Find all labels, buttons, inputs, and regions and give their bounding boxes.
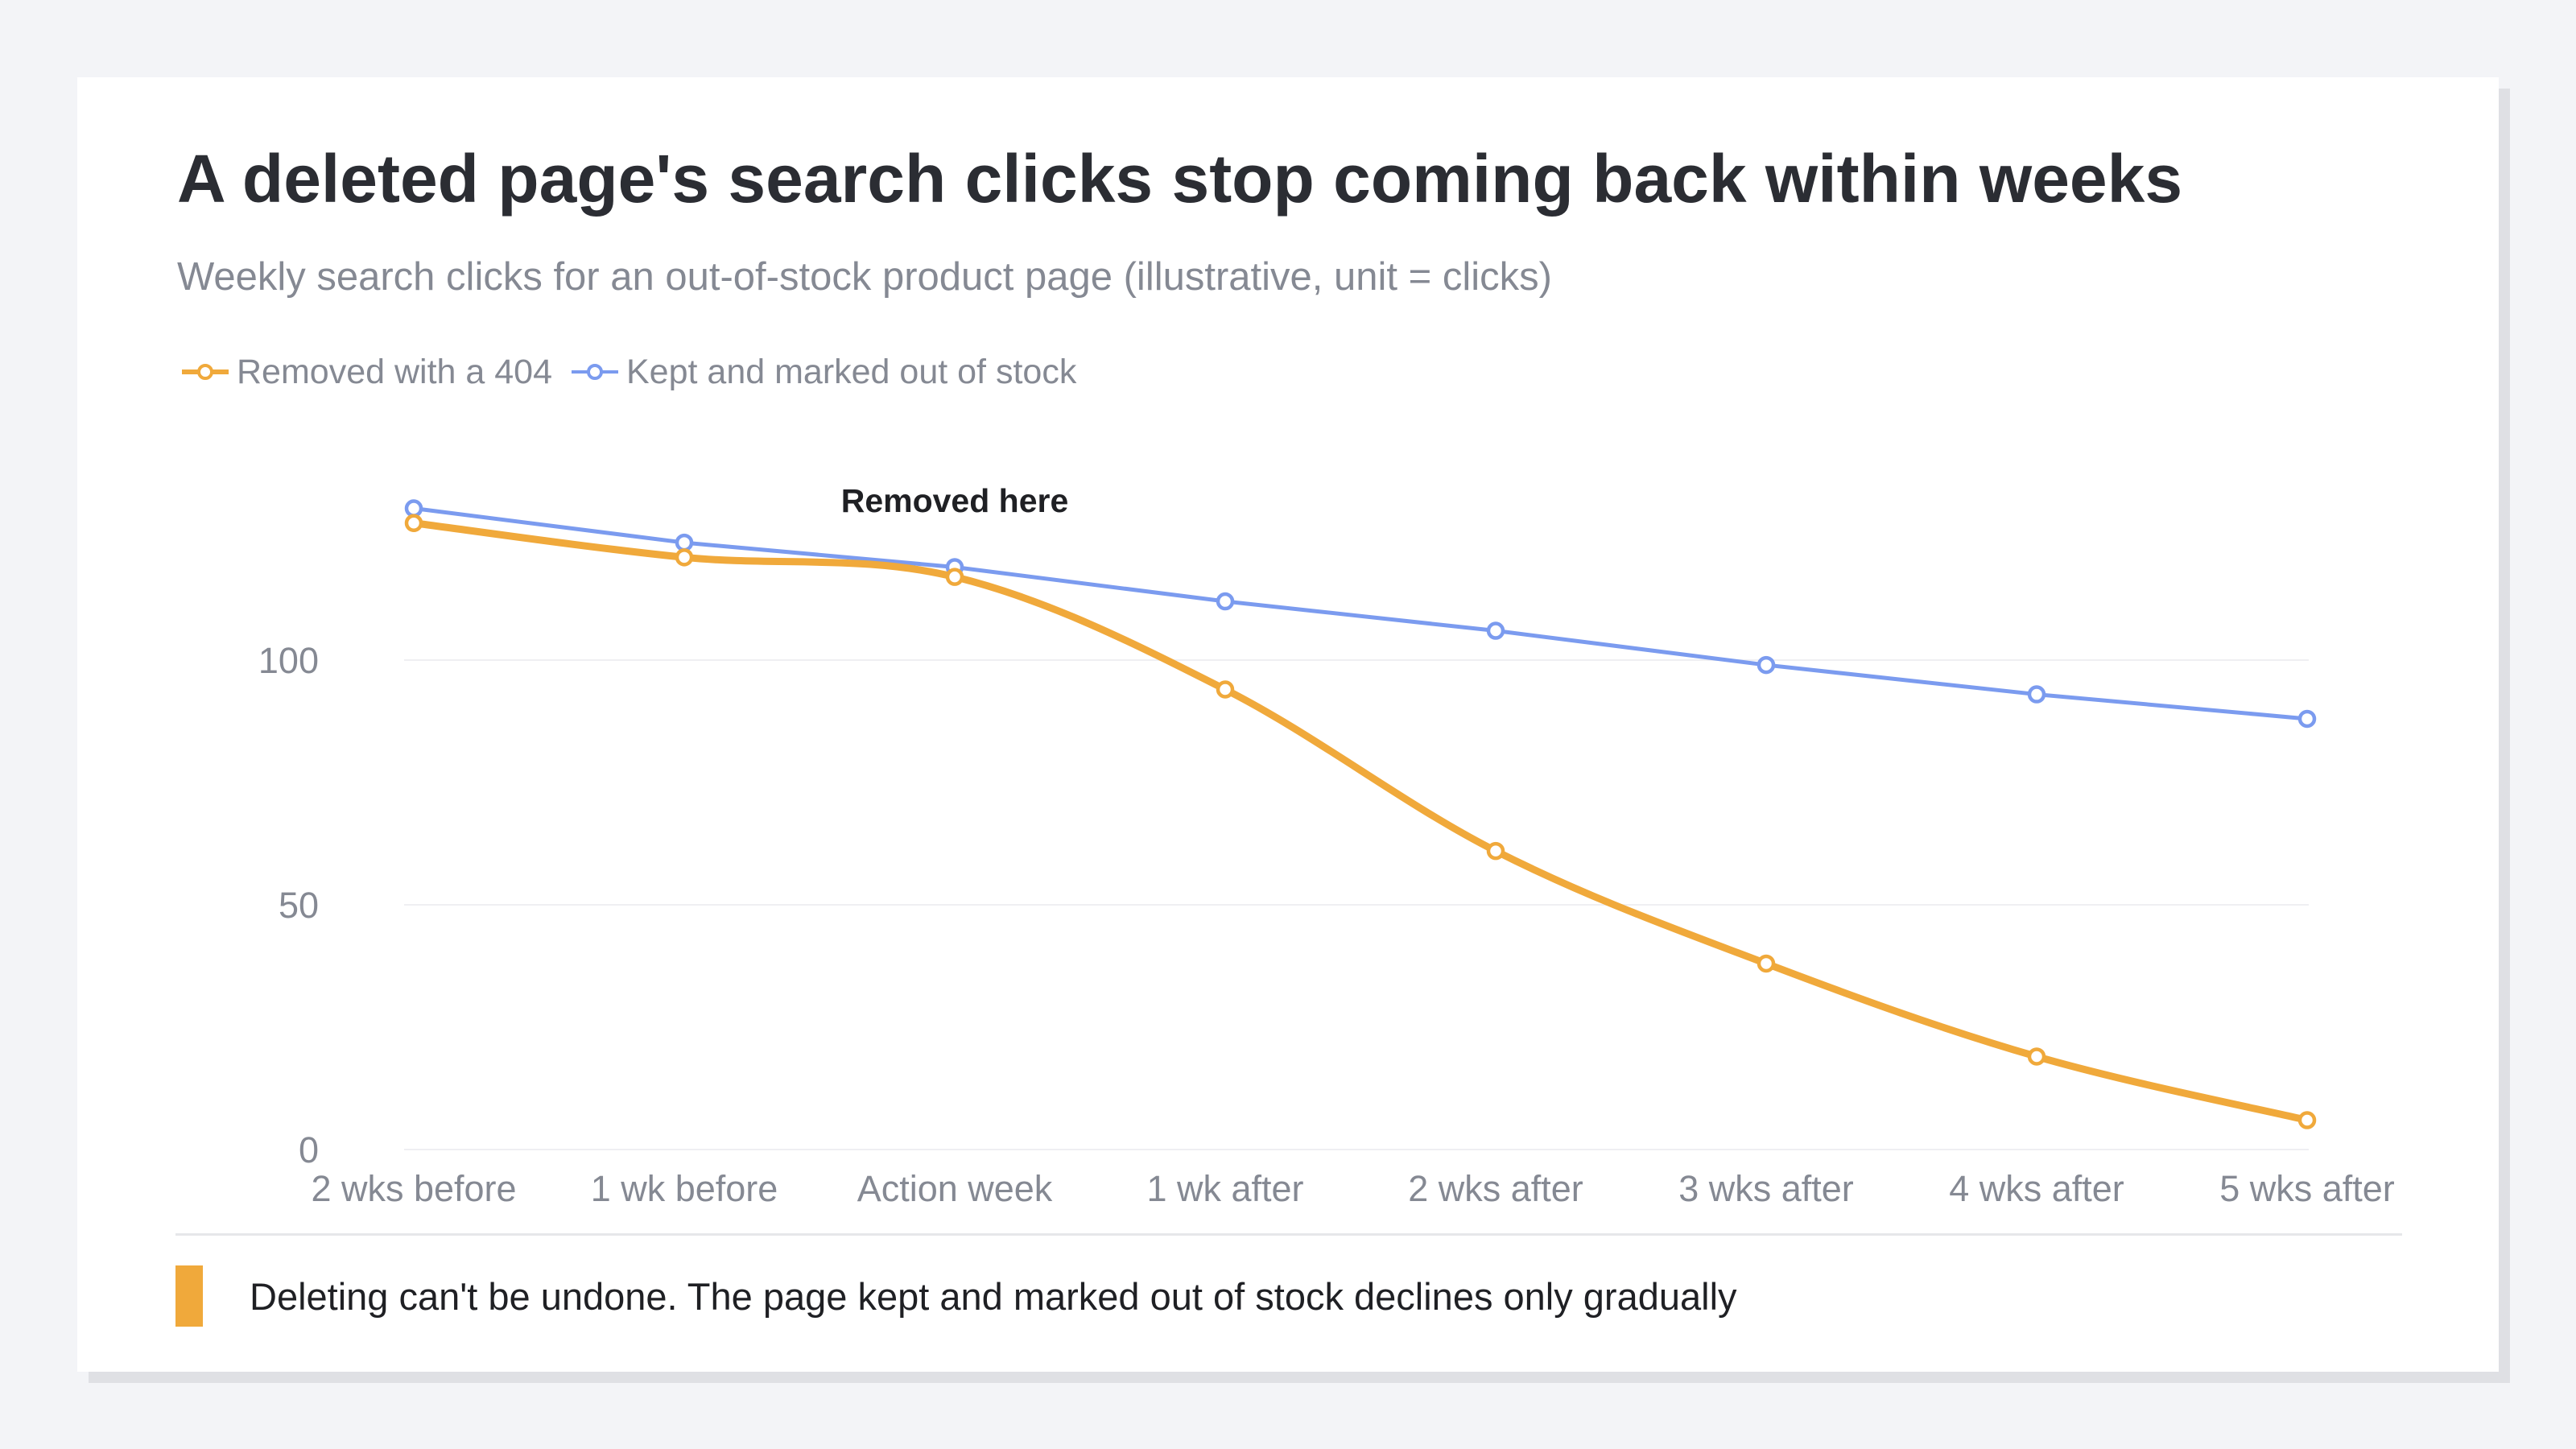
chart-footer: Deleting can't be undone. The page kept … (175, 1265, 1737, 1327)
x-tick-label: Action week (857, 1168, 1053, 1209)
x-tick-label: 1 wk after (1146, 1168, 1303, 1209)
legend-label-kept: Kept and marked out of stock (626, 352, 1077, 391)
data-point-kept (404, 499, 423, 518)
x-tick-label: 3 wks after (1678, 1168, 1854, 1209)
footer-swatch (175, 1265, 203, 1327)
data-point-removed (1486, 841, 1505, 861)
legend-item-removed[interactable]: Removed with a 404 (180, 353, 552, 392)
data-point-removed (675, 548, 694, 567)
footer-divider (175, 1233, 2402, 1236)
legend-item-kept[interactable]: Kept and marked out of stock (570, 353, 1076, 392)
legend-label-removed: Removed with a 404 (237, 352, 552, 391)
data-point-removed (1757, 954, 1776, 973)
x-tick-label: 2 wks after (1408, 1168, 1583, 1209)
data-point-removed (2027, 1047, 2046, 1066)
data-point-kept (2027, 685, 2046, 704)
chart-legend: Removed with a 404 Kept and marked out o… (180, 348, 1094, 396)
x-tick-label: 2 wks before (311, 1168, 516, 1209)
y-tick-label-100: 100 (258, 640, 319, 681)
data-point-removed (404, 514, 423, 533)
y-tick-label-0: 0 (299, 1129, 319, 1170)
chart-title: A deleted page's search clicks stop comi… (177, 141, 2183, 217)
data-point-kept (1216, 592, 1235, 611)
chart-card: A deleted page's search clicks stop comi… (77, 77, 2499, 1372)
data-point-removed (2297, 1111, 2317, 1129)
data-point-removed (1216, 680, 1235, 699)
data-point-kept (1757, 655, 1776, 675)
y-tick-label-50: 50 (279, 885, 319, 926)
legend-marker-removed-icon (182, 364, 229, 380)
data-point-kept (2297, 709, 2317, 729)
line-chart: 0 50 100 2 wks before 1 wk before Action week… (258, 482, 2395, 1209)
series-line-kept (413, 506, 2308, 721)
x-tick-label: 4 wks after (1949, 1168, 2124, 1209)
chart-subtitle: Weekly search clicks for an out-of-stock… (177, 255, 1552, 299)
series-line-removed (410, 519, 2311, 1125)
data-point-kept (675, 533, 694, 552)
legend-marker-kept-icon (572, 364, 618, 380)
x-tick-label: 1 wk before (591, 1168, 778, 1209)
data-point-removed (945, 568, 964, 586)
data-point-kept (1486, 621, 1505, 640)
x-tick-label: 5 wks after (2219, 1168, 2395, 1209)
footer-note: Deleting can't be undone. The page kept … (250, 1274, 1737, 1318)
annotation-removed-here: Removed here (841, 482, 1069, 519)
